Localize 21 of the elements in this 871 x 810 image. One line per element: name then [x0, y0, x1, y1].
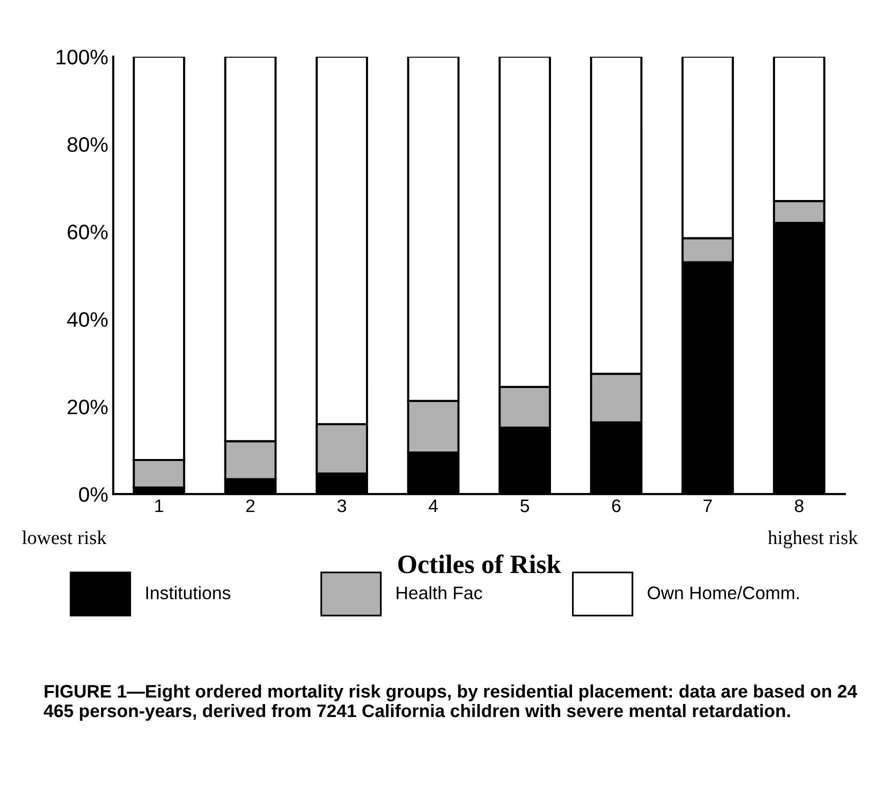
y-tick-label: 80% [68, 137, 108, 152]
y-tick-label: 100% [56, 50, 108, 64]
legend-label: Health Fac [396, 586, 482, 600]
y-tick-label: 0% [79, 487, 108, 502]
y-tick-label: 20% [68, 400, 108, 414]
x-tick-label: 5 [520, 500, 530, 512]
x-axis-title: Octiles of Risk [398, 554, 562, 574]
x-tick-label: 4 [428, 500, 438, 512]
legend-label: Own Home/Comm. [648, 586, 799, 600]
x-tick-label: 7 [704, 500, 712, 512]
y-tick-label: 60% [68, 224, 108, 240]
y-tick-label: 40% [67, 312, 108, 327]
x-tick-label: 3 [338, 499, 346, 512]
x-tick-label: 6 [612, 499, 620, 512]
x-tick-label: 2 [246, 499, 255, 512]
legend-label: Institutions [146, 586, 230, 600]
text: highest risk [768, 530, 858, 548]
x-tick-label: 1 [155, 500, 164, 512]
caption: FIGURE 1—Eight ordered mortality risk groups, by residential placement: data are based on 24 465 person-years, derived from 7241 California children with severe mental retardation. [44, 684, 858, 721]
x-tick-label: 8 [794, 499, 804, 512]
text: lowest risk [22, 530, 107, 544]
